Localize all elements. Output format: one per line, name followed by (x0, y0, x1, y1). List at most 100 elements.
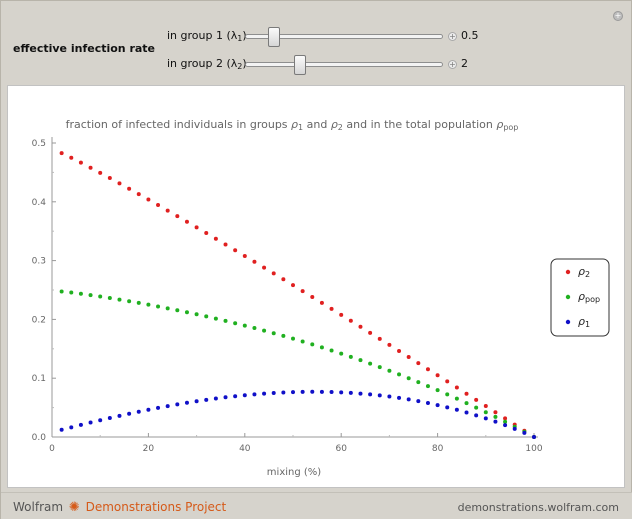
point-rho2 (464, 391, 469, 396)
title-post: and in the total population (343, 118, 496, 131)
point-rho1 (474, 413, 479, 418)
lambda1-slider-thumb[interactable] (268, 27, 281, 47)
point-rho1 (397, 395, 402, 400)
point-rhopop (339, 351, 344, 356)
point-rho1 (213, 396, 218, 401)
point-rho1 (512, 426, 517, 431)
point-rhopop (117, 297, 122, 302)
point-rho2 (329, 306, 334, 311)
point-rho1 (319, 389, 324, 394)
brand-wolfram: Wolfram (13, 500, 64, 514)
plus-icon[interactable]: + (613, 11, 623, 21)
point-rho1 (348, 390, 353, 395)
point-rho2 (445, 379, 450, 384)
point-rhopop (474, 405, 479, 410)
point-rho1 (223, 395, 228, 400)
point-rho1 (300, 389, 305, 394)
point-rho2 (503, 416, 508, 421)
lambda2-slider-thumb[interactable] (294, 55, 307, 75)
point-rho1 (339, 390, 344, 395)
point-rhopop (377, 365, 382, 370)
point-rho2 (156, 203, 161, 208)
point-rho1 (194, 399, 199, 404)
lambda1-slider[interactable] (245, 27, 443, 47)
point-rho2 (146, 197, 151, 202)
legend: ρ2 ρpop ρ1 (550, 258, 610, 337)
point-rho2 (242, 253, 247, 258)
point-rho1 (532, 435, 536, 439)
point-rhopop (156, 304, 161, 309)
title-mid: and (303, 118, 331, 131)
point-rhopop (262, 328, 267, 333)
point-rho1 (156, 405, 161, 410)
point-rho1 (377, 393, 382, 398)
title-rho2-sub: 2 (338, 123, 343, 132)
point-rhopop (358, 358, 363, 363)
legend-items: ρ2 ρpop ρ1 (565, 265, 600, 329)
point-rho2 (59, 151, 64, 156)
point-rhopop (88, 293, 93, 298)
title-rho1-sub: 1 (298, 123, 303, 132)
point-rhopop (242, 323, 247, 328)
point-rho2 (339, 312, 344, 317)
point-rhopop (271, 331, 276, 336)
controls-panel: + effective infection rate in group 1 (λ… (1, 1, 632, 85)
legend-marker-rho1 (565, 319, 571, 325)
point-rho1 (242, 393, 247, 398)
point-rho2 (493, 410, 498, 415)
point-rhopop (348, 354, 353, 359)
point-rho2 (252, 259, 257, 264)
point-rho1 (127, 411, 132, 416)
point-rho1 (78, 422, 83, 427)
point-rhopop (233, 321, 238, 326)
point-rhopop (425, 384, 430, 389)
point-rhopop (281, 333, 286, 338)
lambda1-label-text: in group 1 ( (167, 29, 231, 42)
point-rhopop (300, 339, 305, 344)
lambda2-slider[interactable] (245, 55, 443, 75)
point-rho2 (416, 361, 421, 366)
site-link[interactable]: demonstrations.wolfram.com (457, 501, 619, 514)
point-rho2 (69, 155, 74, 160)
lambda2-label-text: in group 2 ( (167, 57, 231, 70)
x-tick-label: 60 (335, 444, 347, 454)
infection-chart: fraction of infected individuals in grou… (32, 118, 610, 478)
point-rho2 (107, 176, 112, 181)
point-rho2 (281, 277, 286, 282)
point-rho1 (107, 416, 112, 421)
point-rho2 (358, 324, 363, 329)
point-rho1 (425, 400, 430, 405)
point-rhopop (165, 306, 170, 311)
title-rho1: ρ (291, 118, 298, 131)
x-tick-label: 100 (525, 444, 542, 454)
title-pre: fraction of infected individuals in grou… (66, 118, 291, 131)
legend-label-rhopop: ρpop (578, 290, 600, 304)
y-tick-label: 0.4 (32, 198, 47, 208)
point-rho2 (136, 192, 141, 197)
brand-project: Demonstrations Project (85, 500, 227, 514)
lambda1-expand-icon[interactable]: + (448, 32, 457, 41)
point-rho2 (435, 373, 440, 378)
point-rhopop (98, 294, 103, 299)
x-axis-label: mixing (%) (267, 467, 321, 478)
point-rho2 (184, 219, 189, 224)
point-rhopop (78, 291, 83, 296)
lambda2-expand-icon[interactable]: + (448, 60, 457, 69)
legend-marker-rho2 (565, 269, 571, 275)
point-rho1 (310, 389, 315, 394)
infection-rate-heading: effective infection rate (13, 42, 156, 55)
point-rho2 (348, 318, 353, 323)
x-tick-label: 80 (432, 444, 444, 454)
point-rho1 (88, 420, 93, 425)
point-rho2 (194, 225, 199, 230)
wolfram-brand[interactable]: Wolfram ✺ Demonstrations Project (13, 500, 226, 515)
chart-points (59, 151, 536, 439)
lambda1-close: ) (242, 29, 246, 42)
point-rhopop (445, 392, 450, 397)
point-rho2 (474, 397, 479, 402)
point-rhopop (136, 300, 141, 305)
point-rho1 (483, 416, 488, 421)
legend-box (550, 258, 610, 337)
point-rhopop (69, 290, 74, 295)
point-rho2 (291, 283, 295, 288)
